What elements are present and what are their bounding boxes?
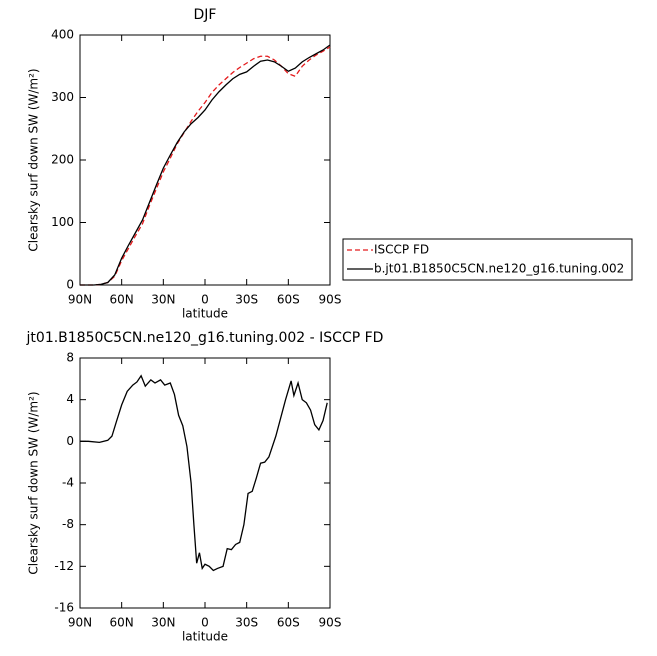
legend-label: b.jt01.B1850C5CN.ne120_g16.tuning.002 — [374, 262, 624, 276]
x-axis-label: latitude — [182, 630, 228, 644]
x-tick-label: 60N — [110, 616, 134, 630]
x-tick-label: 90S — [319, 616, 342, 630]
y-tick-label: 0 — [66, 278, 74, 292]
y-tick-label: 400 — [51, 28, 74, 42]
x-tick-label: 30S — [235, 293, 258, 307]
x-tick-label: 30S — [235, 616, 258, 630]
x-tick-label: 30N — [151, 293, 175, 307]
series-line — [80, 374, 328, 572]
plot-frame — [79, 34, 331, 286]
y-axis-label: Clearsky surf down SW (W/m²) — [27, 68, 41, 251]
x-tick-label: 90N — [68, 293, 92, 307]
y-tick-label: 0 — [66, 434, 74, 448]
series-line — [80, 44, 331, 286]
y-tick-label: 100 — [51, 215, 74, 229]
y-tick-label: 300 — [51, 90, 74, 104]
series-line — [80, 46, 331, 286]
y-tick-label: -8 — [62, 517, 74, 531]
y-axis-label: Clearsky surf down SW (W/m²) — [27, 391, 41, 574]
legend-box — [342, 238, 633, 281]
chart-title: jt01.B1850C5CN.ne120_g16.tuning.002 - IS… — [26, 330, 384, 346]
chart-title: DJF — [194, 7, 217, 23]
x-tick-label: 60N — [110, 293, 134, 307]
x-tick-label: 60S — [277, 293, 300, 307]
y-tick-label: 8 — [66, 351, 74, 365]
x-tick-label: 60S — [277, 616, 300, 630]
y-tick-label: 200 — [51, 153, 74, 167]
x-tick-label: 90N — [68, 616, 92, 630]
x-axis-label: latitude — [182, 307, 228, 321]
y-tick-label: -4 — [62, 476, 74, 490]
x-tick-label: 0 — [201, 616, 209, 630]
legend-label: ISCCP FD — [374, 243, 429, 257]
y-tick-label: -16 — [54, 601, 74, 615]
y-tick-label: 4 — [66, 392, 74, 406]
y-tick-label: -12 — [54, 559, 74, 573]
x-tick-label: 90S — [319, 293, 342, 307]
x-tick-label: 30N — [151, 616, 175, 630]
plot-frame — [79, 357, 331, 609]
x-tick-label: 0 — [201, 293, 209, 307]
